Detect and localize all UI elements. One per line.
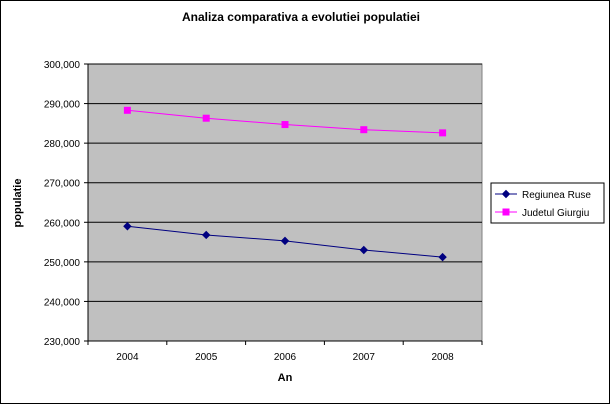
data-point <box>280 236 290 246</box>
legend-box <box>490 182 605 224</box>
data-point <box>360 126 368 134</box>
x-tick-label: 2006 <box>274 352 297 363</box>
x-tick-label: 2004 <box>116 352 139 363</box>
data-point <box>438 252 447 262</box>
legend-marker <box>502 208 510 216</box>
y-axis-label: populatie <box>12 179 24 228</box>
y-tick-label: 260,000 <box>44 218 81 229</box>
data-point <box>281 121 289 129</box>
axes: 230,000 240,000 250,000 260,000 270,000 280,0… <box>44 60 483 363</box>
legend-label: Judetul Giurgiu <box>522 208 589 219</box>
legend-marker <box>501 189 511 199</box>
legend-items: Regiunea Ruse Judetul Giurgiu <box>495 189 591 219</box>
x-tick-label: 2007 <box>353 352 376 363</box>
data-point <box>202 114 210 122</box>
y-tick-label: 230,000 <box>44 337 81 348</box>
data-point <box>359 245 369 255</box>
plot-area <box>87 63 483 342</box>
series-layer <box>123 106 447 262</box>
gridlines <box>88 63 482 302</box>
y-tick-label: 280,000 <box>44 139 81 150</box>
x-tick-label: 2008 <box>431 352 454 363</box>
x-axis-label: An <box>278 372 293 384</box>
data-point <box>439 129 447 137</box>
legend-label: Regiunea Ruse <box>522 190 591 201</box>
x-tick-label: 2005 <box>195 352 218 363</box>
chart-title: Analiza comparativa a evolutiei populati… <box>182 10 420 24</box>
y-tick-label: 250,000 <box>44 258 81 269</box>
data-point <box>123 106 131 114</box>
legend-entry: Judetul Giurgiu <box>495 208 589 219</box>
series-regiunea-ruse <box>123 222 447 262</box>
y-tick-label: 300,000 <box>44 60 81 71</box>
series-judetul-giurgiu <box>123 106 447 137</box>
y-tick-label: 290,000 <box>44 100 81 111</box>
legend: Regiunea Ruse Judetul Giurgiu <box>490 182 605 224</box>
data-point <box>201 230 211 240</box>
y-tick-label: 270,000 <box>44 179 81 190</box>
y-tick-label: 240,000 <box>44 297 81 308</box>
data-point <box>123 222 132 231</box>
legend-entry: Regiunea Ruse <box>495 189 591 201</box>
